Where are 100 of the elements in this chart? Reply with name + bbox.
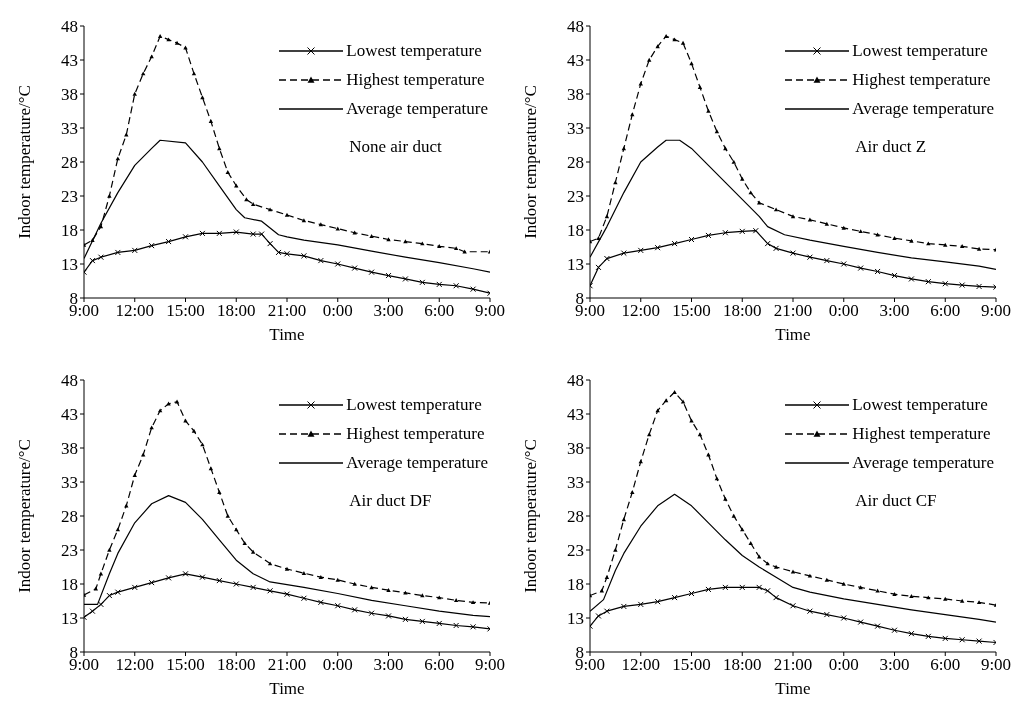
point <box>840 615 847 621</box>
legend-label: Lowest temperature <box>852 394 988 415</box>
point <box>739 584 746 591</box>
point <box>106 592 113 599</box>
point <box>419 618 426 625</box>
point <box>351 606 358 613</box>
point <box>402 275 409 282</box>
x-tick-label: 12:00 <box>621 301 661 321</box>
x-tick-label: 12:00 <box>115 655 155 675</box>
x-tick-label: 0:00 <box>322 655 353 675</box>
point <box>613 547 618 552</box>
point <box>124 132 129 137</box>
point <box>773 564 779 569</box>
point <box>638 81 643 86</box>
point <box>90 238 95 242</box>
point <box>250 584 257 591</box>
point <box>764 240 771 247</box>
y-tick-label: 18 <box>567 575 584 595</box>
point <box>740 176 745 181</box>
point <box>98 571 104 576</box>
point <box>731 159 736 164</box>
x-tick-label: 0:00 <box>322 301 353 321</box>
point <box>165 238 172 245</box>
point <box>959 636 966 643</box>
point <box>89 608 96 615</box>
annotation: Air duct Z <box>855 137 928 157</box>
y-axis-title: Indoor temperature/°C <box>15 85 35 239</box>
point <box>739 228 746 235</box>
x-tick-label: 15:00 <box>672 655 711 675</box>
point <box>908 630 915 637</box>
point <box>165 574 172 581</box>
point <box>93 586 99 591</box>
point <box>334 261 341 267</box>
point <box>97 254 104 261</box>
y-tick-label: 43 <box>567 405 584 425</box>
point <box>806 254 813 261</box>
x-tick-label: 9:00 <box>474 301 506 321</box>
point <box>875 588 880 593</box>
point <box>976 246 982 251</box>
point <box>841 581 846 586</box>
point <box>790 250 796 257</box>
point <box>620 250 627 257</box>
y-tick-label: 33 <box>567 119 584 139</box>
legend-label: Highest temperature <box>346 423 485 444</box>
legend-label: Highest temperature <box>852 423 991 444</box>
point <box>925 278 932 285</box>
point <box>705 586 712 593</box>
point <box>368 610 375 617</box>
point <box>182 570 189 577</box>
point <box>403 590 408 595</box>
point <box>89 257 96 264</box>
point <box>590 593 593 598</box>
y-tick-label: 33 <box>567 473 584 493</box>
point <box>284 250 290 257</box>
point <box>722 584 729 591</box>
y-tick-label: 23 <box>61 187 78 207</box>
point <box>891 627 898 634</box>
point <box>419 279 426 286</box>
point <box>300 252 307 259</box>
legend-label: Average temperature <box>852 98 994 119</box>
point <box>225 170 230 174</box>
point <box>823 257 830 264</box>
y-tick-label: 28 <box>567 507 584 527</box>
x-axis-title: Time <box>269 679 305 698</box>
y-tick-label: 13 <box>61 255 78 275</box>
point <box>84 592 87 597</box>
point <box>976 638 983 645</box>
x-tick-label: 6:00 <box>930 301 961 321</box>
point <box>436 620 443 627</box>
annotation: Air duct DF <box>349 491 433 511</box>
y-tick-label: 48 <box>567 371 584 391</box>
point <box>723 146 728 151</box>
point <box>225 513 230 518</box>
point <box>453 282 460 289</box>
x-tick-label: 3:00 <box>373 301 404 321</box>
y-axis-title: Indoor temperature/°C <box>15 439 35 593</box>
point <box>470 286 477 293</box>
point <box>858 229 863 234</box>
point <box>351 265 358 272</box>
y-tick-label: 28 <box>61 507 78 527</box>
point <box>752 227 759 234</box>
point <box>756 200 762 205</box>
point <box>773 594 780 601</box>
point <box>131 584 138 591</box>
point <box>335 577 340 582</box>
point <box>114 249 121 256</box>
point <box>908 275 915 282</box>
point <box>216 230 223 237</box>
y-tick-label: 33 <box>61 473 78 493</box>
point <box>107 547 112 552</box>
point <box>706 108 711 113</box>
point <box>233 229 240 236</box>
point <box>620 603 627 610</box>
y-tick-label: 48 <box>61 371 78 391</box>
point <box>84 242 87 247</box>
y-tick-label: 43 <box>567 51 584 71</box>
point <box>183 45 188 50</box>
y-tick-label: 23 <box>567 541 584 561</box>
point <box>487 249 490 254</box>
x-tick-label: 18:00 <box>722 655 762 675</box>
